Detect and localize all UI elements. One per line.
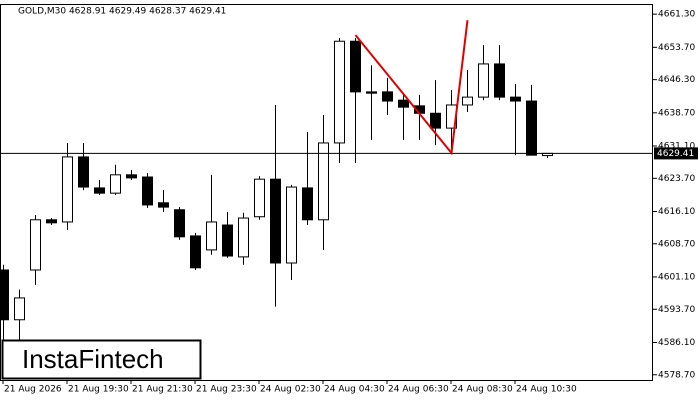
y-tick-label: 4608.70: [658, 239, 695, 249]
y-tick-label: 4623.70: [658, 174, 695, 184]
candle-body: [206, 221, 217, 251]
x-tick-label: 24 Aug 08:30: [452, 385, 513, 395]
candle-body: [270, 178, 281, 264]
y-tick-label: 4638.70: [658, 108, 695, 118]
candle-body: [494, 63, 505, 98]
candle-body: [30, 219, 41, 271]
candle-body: [334, 40, 345, 144]
candle-body: [478, 63, 489, 98]
y-tick-label: 4601.10: [658, 272, 695, 282]
candle-body: [430, 112, 441, 129]
candle-body: [350, 40, 361, 93]
candle-body: [94, 187, 105, 194]
candle-body: [382, 91, 393, 102]
candle-body: [526, 100, 537, 156]
y-tick-label: 4646.30: [658, 75, 695, 85]
candle-body: [126, 174, 137, 179]
candle-body: [46, 219, 57, 224]
candle-body: [142, 176, 153, 206]
logo: InstaFintech: [22, 344, 164, 374]
y-tick-label: 4586.10: [658, 338, 695, 348]
x-tick-label: 24 Aug 02:30: [260, 385, 321, 395]
candle-body: [510, 96, 521, 102]
candle-body: [0, 269, 9, 321]
candle-body: [222, 224, 233, 257]
candle-body: [190, 235, 201, 269]
candle-body: [110, 174, 121, 194]
plot-frame: [0, 4, 653, 381]
candle-body: [302, 187, 313, 221]
y-tick-label: 4593.70: [658, 305, 695, 315]
x-tick-label: 21 Aug 21:30: [132, 385, 193, 395]
y-tick-label: 4631.10: [658, 142, 695, 152]
candle-body: [286, 186, 297, 264]
x-tick-label: 21 Aug 19:30: [68, 385, 129, 395]
x-tick-label: 24 Aug 06:30: [388, 385, 449, 395]
x-tick-label: 21 Aug 23:30: [196, 385, 257, 395]
candle-body: [462, 96, 473, 106]
y-tick-label: 4661.30: [658, 10, 695, 20]
y-tick-label: 4616.10: [658, 207, 695, 217]
price-tag: [654, 147, 698, 160]
price-label: 4629.41: [657, 149, 694, 159]
candle-body: [398, 99, 409, 108]
candle-body: [238, 217, 249, 258]
candle-body: [318, 142, 329, 221]
candle-body: [174, 209, 185, 238]
y-tick-label: 4578.70: [658, 370, 695, 380]
chart-title: GOLD,M30 4628.91 4629.49 4628.37 4629.41: [18, 7, 226, 17]
candle-body: [14, 297, 25, 321]
logo-box: [1, 339, 202, 380]
candle-body: [62, 156, 73, 223]
x-tick-label: 21 Aug 2026: [4, 385, 62, 395]
pattern-line: [354, 20, 469, 156]
x-tick-label: 24 Aug 04:30: [324, 385, 385, 395]
x-tick-label: 24 Aug 10:30: [516, 385, 577, 395]
candle-body: [366, 91, 377, 94]
candle-body: [254, 178, 265, 218]
y-tick-label: 4653.70: [658, 43, 695, 53]
candle-body: [158, 202, 169, 208]
candle-body: [78, 156, 89, 188]
